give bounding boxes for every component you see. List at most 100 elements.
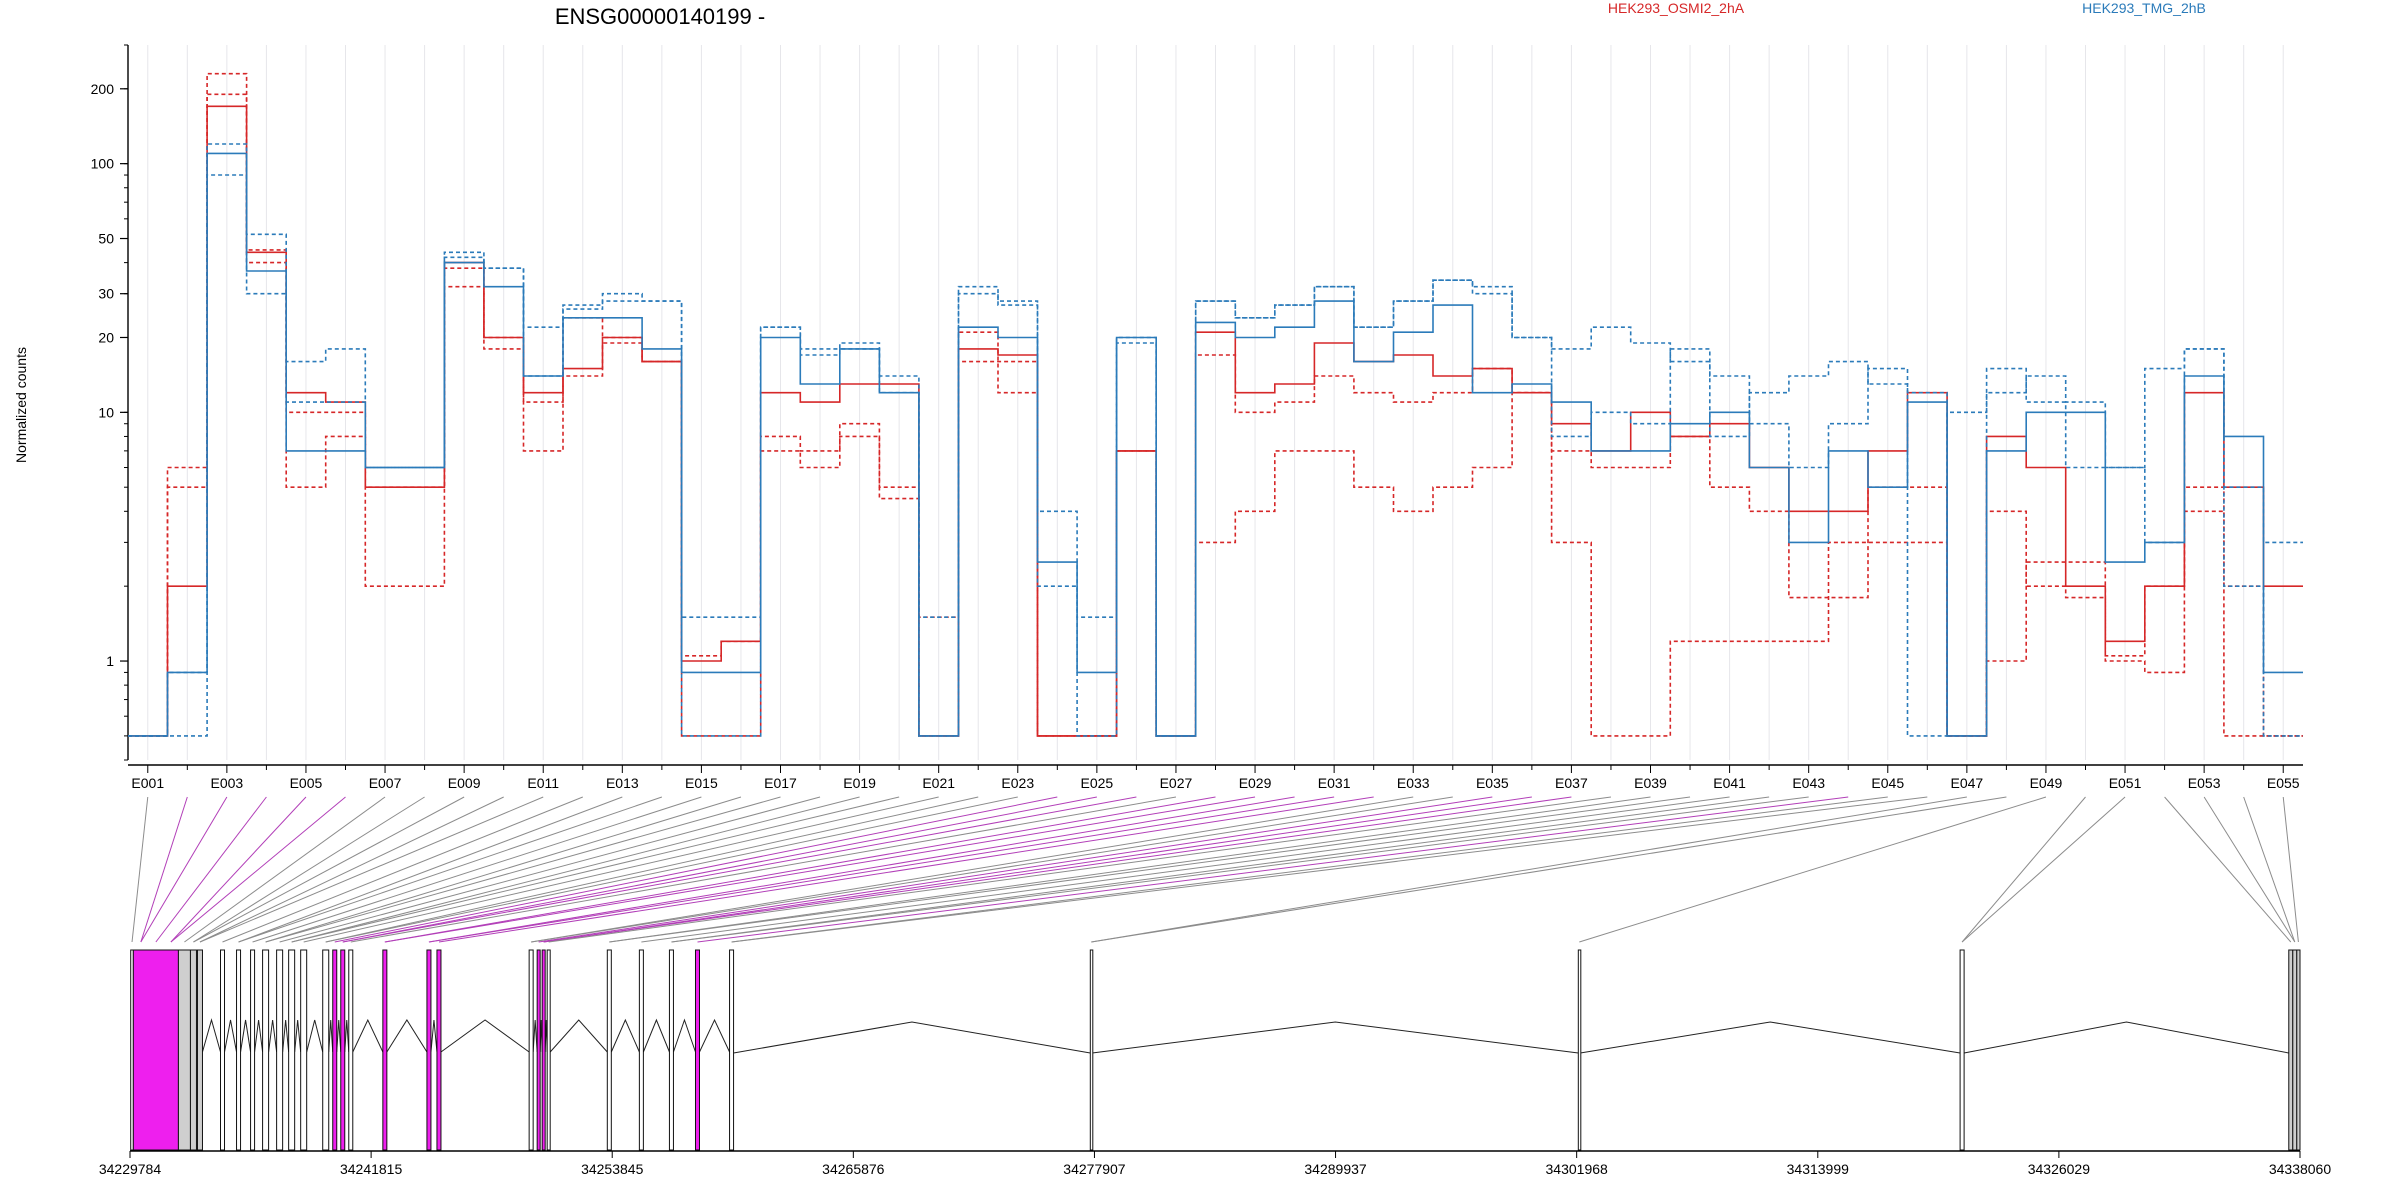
exon-E018 [426, 949, 432, 1151]
exon-E008 [250, 949, 256, 1151]
x-tick-label: E035 [1476, 775, 1509, 791]
intron-line [1580, 1021, 1961, 1054]
exon-connector [428, 796, 1295, 943]
x-tick-label: E021 [922, 775, 955, 791]
exon-connector [303, 796, 939, 943]
exon-E032 [2288, 949, 2294, 1151]
exon-E019 [436, 949, 442, 1151]
intron-line [254, 1019, 264, 1053]
exon-E006 [220, 949, 226, 1151]
x-tick-label: E043 [1792, 775, 1825, 791]
x-axis: E001 E003 E005 E007 E009 E011 E013 E015 E017 E019… [128, 764, 2303, 791]
exon-E022 [541, 949, 546, 1151]
intron-line [440, 1019, 530, 1053]
exon-connector [641, 796, 1730, 943]
exon-connector [2164, 796, 2292, 943]
genomic-tick-label: 34289937 [1304, 1161, 1367, 1177]
x-tick-label: E041 [1713, 775, 1746, 791]
x-tick-label: E055 [2267, 775, 2300, 791]
y-tick-label: 30 [98, 286, 114, 302]
exon-E033 [2292, 949, 2298, 1151]
exon-connector [342, 796, 1097, 943]
genomic-tick-label: 34229784 [99, 1161, 162, 1177]
x-tick-label: E015 [685, 775, 718, 791]
y-tick-label: 200 [91, 81, 115, 97]
exon-connector [697, 796, 1849, 943]
genomic-tick-label: 34265876 [822, 1161, 885, 1177]
intron-line [699, 1018, 731, 1053]
exon-connector [193, 796, 465, 943]
exon-E005 [196, 949, 203, 1151]
intron-line [282, 1019, 290, 1053]
exon-E009 [262, 949, 270, 1151]
exon-connector [1961, 796, 2126, 943]
x-tick-label: E003 [211, 775, 244, 791]
exon-E014 [332, 949, 338, 1151]
exon-connector [531, 796, 1414, 943]
exon-E034 [2296, 949, 2301, 1151]
x-tick-label: E007 [369, 775, 402, 791]
exon-E011 [288, 949, 296, 1151]
exon-connector [342, 796, 1137, 943]
x-tick-label: E031 [1318, 775, 1351, 791]
genomic-tick-label: 34241815 [340, 1161, 403, 1177]
exon-connector [350, 796, 1177, 943]
exon-connector [170, 796, 346, 943]
exon-E013 [322, 949, 330, 1151]
intron-line [306, 1019, 324, 1053]
exon-E020 [528, 949, 534, 1151]
intron-line [733, 1021, 1091, 1054]
genomic-tick-label: 34277907 [1063, 1161, 1126, 1177]
exon-E004 [189, 949, 197, 1151]
exon-connector [252, 796, 702, 943]
intron-line [1964, 1021, 2289, 1054]
exon-connector [1091, 796, 1967, 943]
series-line-3 [128, 93, 2303, 737]
genomic-tick-label: 34338060 [2269, 1161, 2332, 1177]
exon-connector [193, 796, 425, 943]
exon-connector [238, 796, 623, 943]
exon-E025 [638, 949, 644, 1151]
exon-E015 [340, 949, 346, 1151]
exon-connector [543, 796, 1532, 943]
exon-E027 [694, 949, 700, 1151]
exon-connector [2282, 796, 2299, 943]
intron-line [294, 1019, 302, 1053]
intron-line [268, 1019, 278, 1053]
x-tick-label: E049 [2030, 775, 2063, 791]
exon-E031 [1959, 949, 1965, 1151]
genomic-tick-label: 34313999 [1787, 1161, 1850, 1177]
y-tick-label: 10 [98, 404, 114, 420]
exon-E023 [546, 949, 551, 1151]
gene-model [130, 949, 2301, 1151]
x-tick-label: E039 [1634, 775, 1667, 791]
x-tick-label: E023 [1001, 775, 1034, 791]
series-line-2 [128, 72, 2303, 737]
intron-line [240, 1019, 252, 1053]
y-tick-label: 100 [91, 156, 115, 172]
series-lines [128, 72, 2303, 737]
exon-E030 [1577, 949, 1582, 1151]
intron-line [344, 1019, 350, 1053]
exon-connector [131, 796, 149, 943]
genomic-tick-label: 34301968 [1546, 1161, 1609, 1177]
exon-connector [609, 796, 1691, 943]
x-tick-label: E029 [1239, 775, 1272, 791]
exon-connector [265, 796, 742, 943]
exon-connector [1961, 796, 2086, 943]
intron-line [201, 1018, 221, 1053]
exon-connector [325, 796, 979, 943]
exon-E028 [729, 949, 735, 1151]
x-tick-label: E053 [2188, 775, 2221, 791]
legend-entry-tmg: HEK293_TMG_2hB [2082, 0, 2206, 16]
series-line-4 [128, 152, 2303, 737]
exon-connector [1091, 796, 2007, 943]
exon-E003 [177, 949, 191, 1151]
genomic-axis: 34229784 34241815 34253845 34265876 34277907… [99, 1150, 2332, 1177]
x-tick-label: E033 [1397, 775, 1430, 791]
intron-line [352, 1018, 384, 1053]
intron-line [532, 1019, 538, 1053]
intron-line [672, 1018, 696, 1053]
exon-connector [438, 796, 1374, 943]
